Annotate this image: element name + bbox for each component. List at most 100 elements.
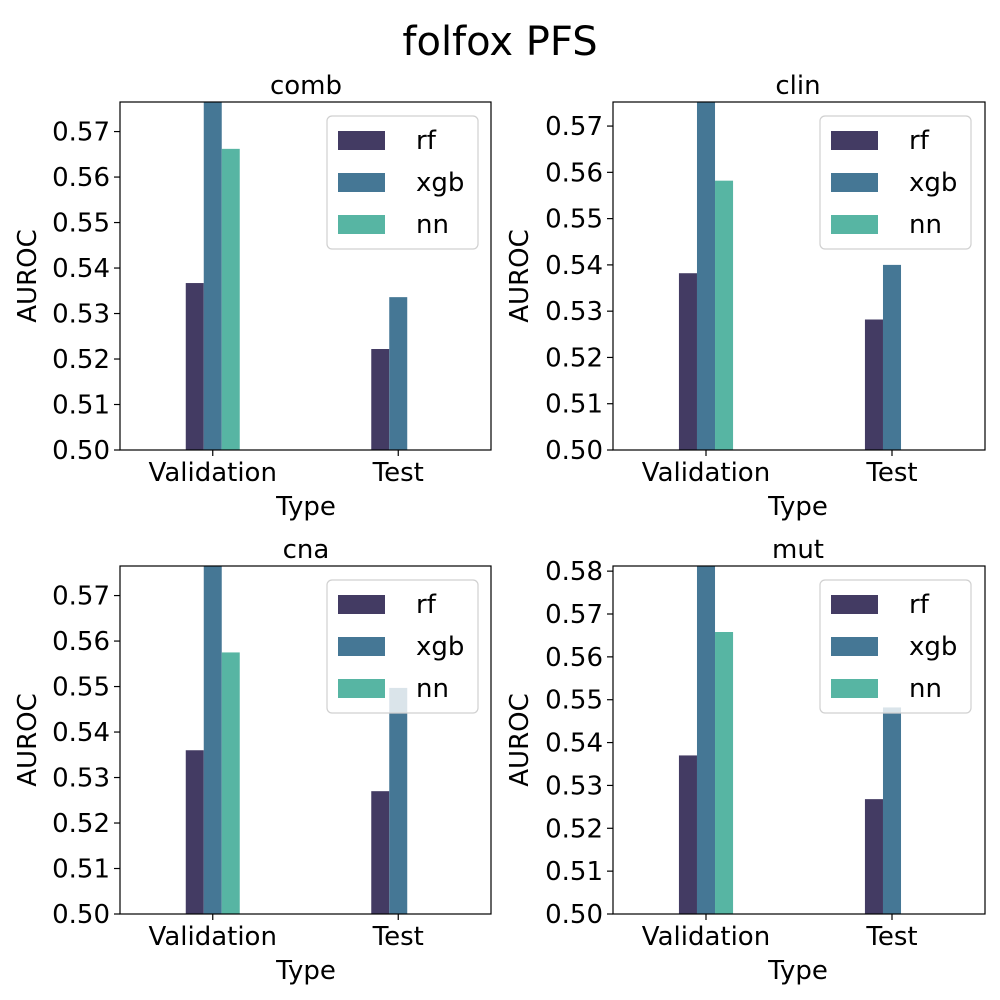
y-axis-label: AUROC: [505, 229, 535, 323]
y-tick-label: 0.53: [545, 297, 603, 327]
bar-nn-validation: [221, 148, 240, 450]
y-tick-label: 0.50: [545, 436, 603, 466]
legend: rf xgb nn: [326, 115, 479, 250]
bar-xgb-validation: [203, 102, 222, 450]
plot-frame: [119, 565, 492, 915]
bar-xgb-validation: [696, 566, 716, 914]
legend: rf xgb nn: [819, 579, 972, 714]
bar-rf-validation: [185, 750, 204, 914]
y-tick-label: 0.51: [52, 855, 110, 885]
x-tick-label: Validation: [149, 458, 277, 488]
x-tick-label: Validation: [149, 922, 277, 952]
legend-swatch-xgb: [338, 637, 385, 656]
y-tick-label: 0.50: [52, 436, 110, 466]
x-tick-label: Validation: [642, 922, 770, 952]
bar-xgb-test: [389, 297, 408, 450]
legend-label-nn: nn: [416, 674, 449, 704]
legend-swatch-rf: [831, 595, 878, 614]
y-tick-label: 0.54: [545, 251, 603, 281]
subplot-title: comb: [270, 71, 342, 101]
legend-swatch-xgb: [338, 173, 385, 192]
legend-swatch-xgb: [831, 637, 878, 656]
bar-rf-validation: [185, 283, 204, 450]
legend-label-xgb: xgb: [416, 632, 464, 662]
legend-label-xgb: xgb: [909, 168, 957, 198]
bar-nn-validation: [221, 652, 240, 914]
y-tick-label: 0.50: [52, 900, 110, 930]
y-tick-label: 0.55: [52, 209, 110, 239]
legend-label-rf: rf: [416, 590, 437, 620]
bars: [678, 102, 902, 450]
subplot-comb: comb Type AUROC 0.50 0.51 0.52 0.53 0.54 0.55…: [13, 71, 492, 522]
y-tick-label: 0.53: [52, 300, 110, 330]
y-tick-label: 0.56: [52, 627, 110, 657]
bar-rf-test: [864, 799, 883, 914]
legend-label-nn: nn: [909, 210, 942, 240]
y-tick-label: 0.55: [52, 673, 110, 703]
legend-label-nn: nn: [416, 210, 449, 240]
x-tick-label: Validation: [642, 458, 770, 488]
figure-title: folfox PFS: [402, 19, 597, 65]
subplot-cna: cna Type AUROC 0.50 0.51 0.52 0.53 0.54 0.55 0…: [13, 535, 492, 986]
x-tick-label: Test: [865, 922, 917, 952]
y-tick-label: 0.56: [52, 163, 110, 193]
y-tick-label: 0.55: [545, 205, 603, 235]
y-tick-label: 0.55: [545, 686, 603, 716]
y-tick-label: 0.57: [545, 112, 603, 142]
x-tick-label: Test: [865, 458, 917, 488]
y-tick-label: 0.51: [52, 391, 110, 421]
legend-label-xgb: xgb: [909, 632, 957, 662]
y-tick-label: 0.52: [545, 814, 603, 844]
subplot-clin: clin Type AUROC 0.50 0.51 0.52 0.53 0.54 0.55…: [505, 71, 986, 522]
plot-frame: [612, 101, 986, 451]
bars: [678, 566, 902, 914]
y-tick-label: 0.56: [545, 158, 603, 188]
plot-frame: [119, 101, 492, 451]
legend-swatch-xgb: [831, 173, 878, 192]
legend: rf xgb nn: [326, 579, 479, 714]
legend-label-rf: rf: [909, 126, 930, 156]
legend-swatch-rf: [338, 131, 385, 150]
y-tick-label: 0.51: [545, 857, 603, 887]
legend-label-nn: nn: [909, 674, 942, 704]
legend-swatch-nn: [338, 679, 385, 698]
subplot-title: clin: [775, 71, 820, 101]
legend-label-rf: rf: [909, 590, 930, 620]
legend-label-rf: rf: [416, 126, 437, 156]
subplot-title: mut: [772, 535, 824, 565]
legend-swatch-nn: [831, 215, 878, 234]
bar-nn-validation: [715, 632, 734, 914]
x-tick-label: Test: [372, 922, 424, 952]
bar-xgb-validation: [203, 566, 222, 914]
legend: rf xgb nn: [819, 115, 972, 250]
bar-xgb-test: [882, 264, 902, 450]
x-axis-label: Type: [275, 492, 336, 522]
y-tick-label: 0.53: [52, 764, 110, 794]
subplot-mut: mut Type AUROC 0.50 0.51 0.52 0.53 0.54 0.55 0…: [505, 535, 986, 986]
legend-label-xgb: xgb: [416, 168, 464, 198]
bar-nn-validation: [715, 180, 734, 450]
y-tick-label: 0.54: [52, 254, 110, 284]
y-tick-label: 0.52: [545, 343, 603, 373]
y-tick-label: 0.54: [52, 718, 110, 748]
bars: [185, 102, 408, 450]
y-tick-label: 0.53: [545, 771, 603, 801]
legend-swatch-nn: [338, 215, 385, 234]
y-tick-label: 0.51: [545, 390, 603, 420]
y-axis-label: AUROC: [505, 693, 535, 787]
bar-xgb-validation: [696, 102, 716, 450]
legend-swatch-rf: [831, 131, 878, 150]
x-axis-label: Type: [767, 956, 828, 986]
plot-frame: [612, 565, 986, 915]
y-tick-label: 0.54: [545, 729, 603, 759]
bar-rf-test: [371, 791, 390, 914]
bar-xgb-test: [389, 687, 408, 914]
y-tick-label: 0.57: [52, 582, 110, 612]
y-tick-label: 0.57: [545, 600, 603, 630]
bar-rf-validation: [678, 273, 697, 450]
bar-rf-validation: [678, 755, 697, 914]
x-axis-label: Type: [275, 956, 336, 986]
bar-rf-test: [371, 349, 390, 450]
y-tick-label: 0.56: [545, 643, 603, 673]
